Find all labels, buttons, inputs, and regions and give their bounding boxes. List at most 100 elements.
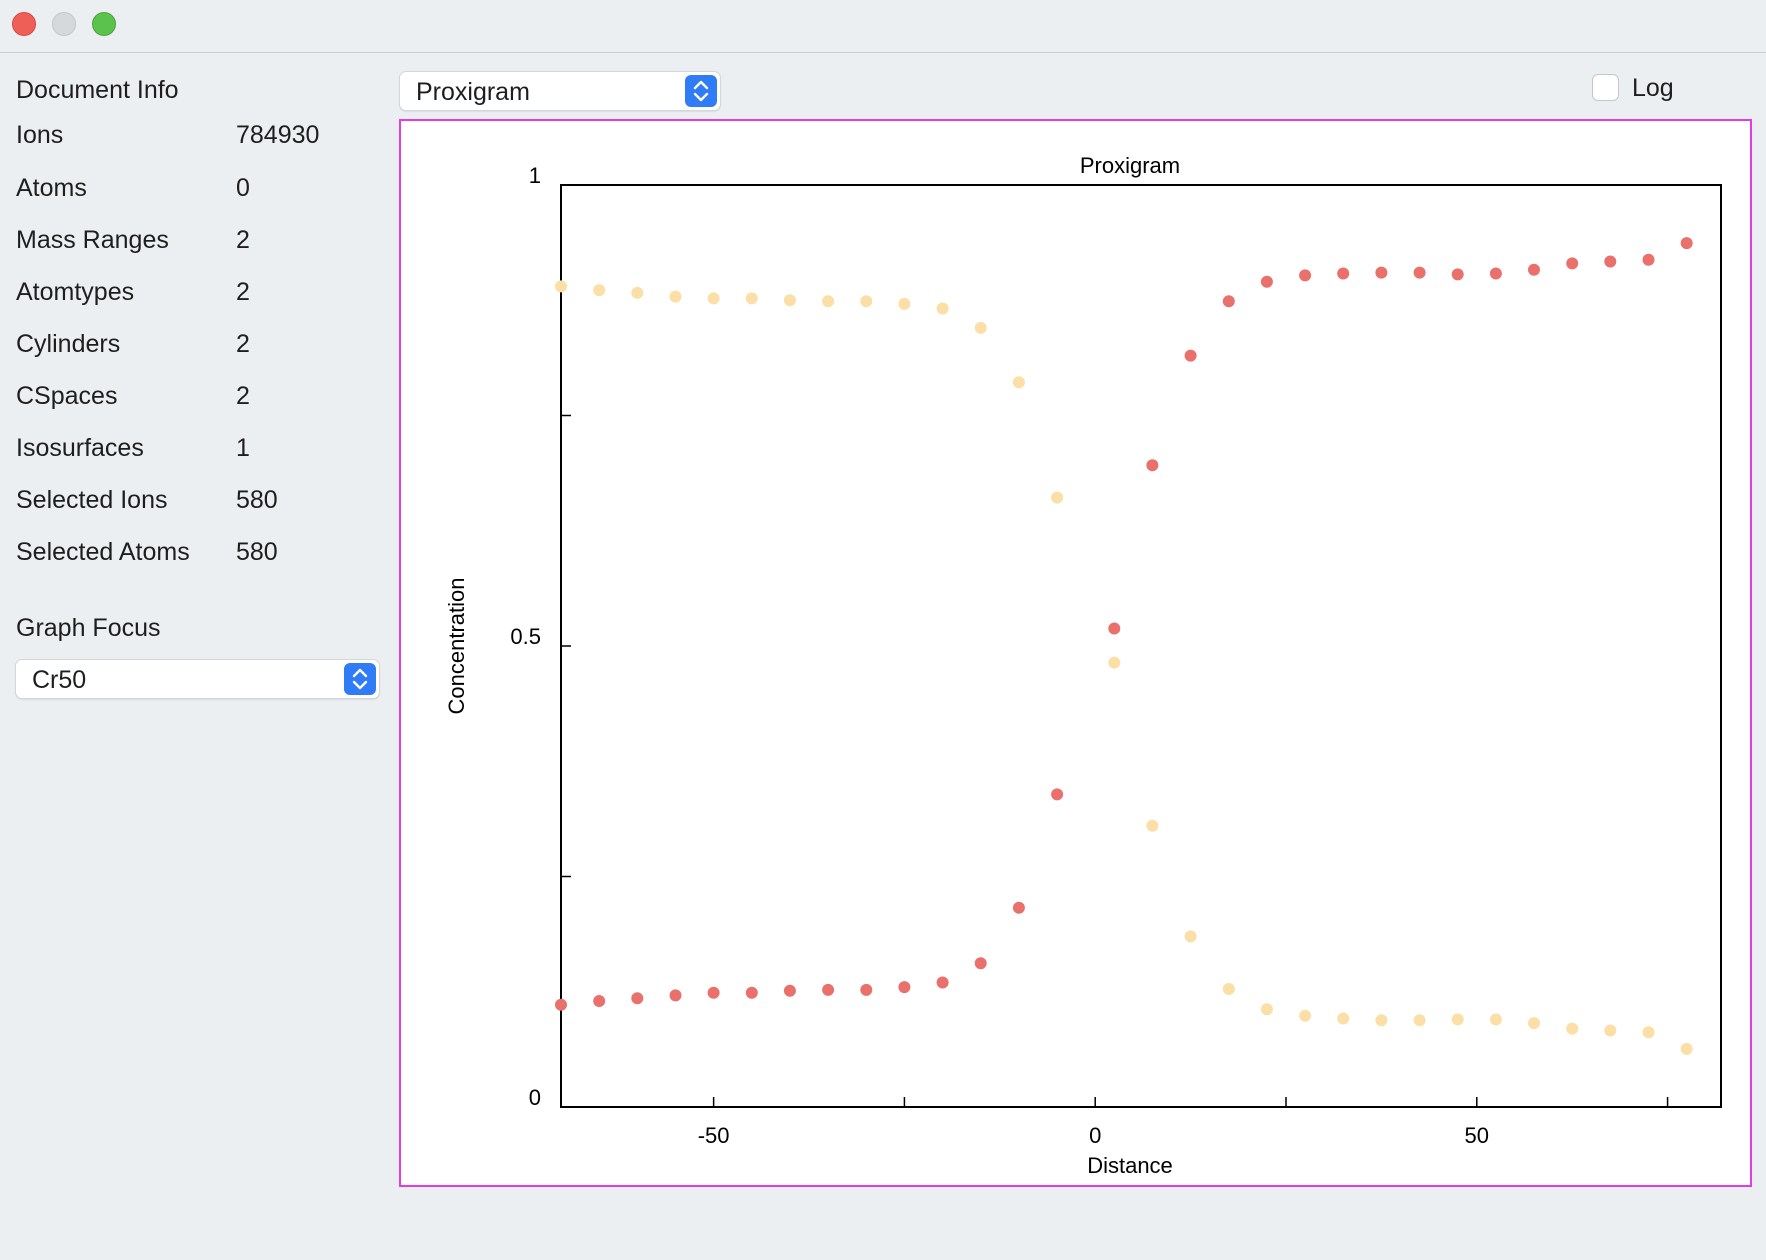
x-tick-label: 50 (1465, 1123, 1489, 1148)
info-value: 1 (236, 434, 250, 462)
info-row-cspaces: CSpaces 2 (16, 382, 376, 416)
series-2-point (1528, 1017, 1540, 1030)
series-1-point (783, 984, 796, 997)
series-2-point (974, 321, 987, 334)
series-1-point (1528, 263, 1540, 276)
graph-focus-title: Graph Focus (16, 614, 161, 642)
series-2-point (898, 297, 911, 310)
series-2-point (593, 284, 606, 297)
series-1-point (1604, 255, 1617, 268)
series-2-point (1051, 491, 1064, 504)
series-2-point (1413, 1014, 1426, 1027)
series-2-point (1375, 1014, 1388, 1027)
series-1-point (1146, 459, 1159, 472)
series-1-point (974, 957, 987, 970)
info-row-isosurfaces: Isosurfaces 1 (16, 434, 376, 468)
series-1-point (1051, 788, 1064, 801)
x-tick-label: 0 (1089, 1123, 1101, 1148)
chart-title: Proxigram (1080, 153, 1180, 178)
series-1-point (1566, 257, 1579, 270)
series-1-point (936, 976, 949, 989)
series-1-point (1108, 622, 1121, 635)
series-2-point (1642, 1026, 1655, 1039)
axis-ticks: -50 0 50 0 0.5 1 (510, 163, 1669, 1148)
x-axis-label: Distance (1087, 1153, 1173, 1178)
info-row-ions: Ions 784930 (16, 121, 376, 155)
series-2-point (783, 294, 796, 307)
sidebar: Document Info Ions 784930 Atoms 0 Mass R… (0, 54, 395, 1260)
series-2-point (745, 292, 758, 305)
series-2-point (1222, 983, 1235, 995)
plot-panel: Proxigram Distance Concentration -50 0 50 0… (399, 119, 1752, 1187)
series-2-point (555, 280, 567, 293)
series-1-point (555, 998, 567, 1011)
info-value: 2 (236, 382, 250, 410)
info-label: Atoms (16, 174, 87, 202)
series-1-point (669, 989, 682, 1002)
series-2-point (669, 290, 682, 303)
log-toggle[interactable]: Log (1592, 74, 1712, 104)
info-value: 580 (236, 538, 278, 566)
info-label: Cylinders (16, 330, 121, 358)
graph-type-select[interactable]: Proxigram (399, 71, 721, 111)
info-label: CSpaces (16, 382, 118, 410)
y-tick-label: 0 (529, 1085, 541, 1110)
info-label: Ions (16, 121, 64, 149)
info-value: 2 (236, 330, 250, 358)
document-info-title: Document Info (16, 76, 179, 104)
info-label: Selected Ions (16, 486, 168, 514)
y-tick-label: 1 (529, 163, 541, 188)
series-2-point (707, 292, 720, 305)
series-2-point (1489, 1013, 1502, 1026)
series-1-point (898, 981, 911, 994)
series-1-point (631, 992, 644, 1005)
series-1-point (1375, 266, 1388, 279)
graph-focus-value: Cr50 (32, 666, 87, 694)
info-row-atoms: Atoms 0 (16, 174, 376, 208)
plot-area-border (560, 184, 1722, 1108)
series-2-point (1108, 656, 1121, 669)
info-row-selected-ions: Selected Ions 580 (16, 486, 376, 520)
series-1-point (707, 986, 720, 999)
data-points (555, 237, 1693, 1055)
series-1-point (745, 986, 758, 999)
info-label: Isosurfaces (16, 434, 144, 462)
y-axis-label: Concentration (444, 578, 469, 715)
series-2-point (1184, 930, 1197, 943)
log-checkbox[interactable] (1592, 74, 1619, 101)
series-1-point (860, 983, 873, 996)
chevron-up-down-icon (685, 75, 717, 107)
close-window-button[interactable] (12, 12, 36, 36)
series-1-point (1642, 253, 1655, 266)
series-2-point (936, 302, 949, 315)
series-2-point (822, 295, 835, 308)
zoom-window-button[interactable] (92, 12, 116, 36)
series-2-point (1012, 376, 1025, 389)
series-2-point (1299, 1009, 1312, 1022)
series-1-point (1413, 266, 1426, 279)
series-2-point (1604, 1024, 1617, 1037)
series-1-point (1489, 267, 1502, 280)
proxigram-chart: Proxigram Distance Concentration -50 0 50 0… (444, 153, 1722, 1178)
series-1-point (1451, 268, 1464, 281)
title-bar (0, 0, 1766, 53)
series-1-point (1184, 349, 1197, 362)
graph-focus-select[interactable]: Cr50 (15, 659, 380, 699)
chevron-up-down-icon (344, 663, 376, 695)
series-2-point (1680, 1042, 1693, 1055)
series-1-point (1012, 901, 1025, 914)
info-label: Selected Atoms (16, 538, 190, 566)
info-value: 0 (236, 174, 250, 202)
y-tick-label: 0.5 (510, 624, 541, 649)
series-2-point (1451, 1013, 1464, 1026)
info-row-atomtypes: Atomtypes 2 (16, 278, 376, 312)
series-1-point (1337, 267, 1350, 280)
minimize-window-button[interactable] (52, 12, 76, 36)
series-1-point (1222, 295, 1235, 308)
series-1-point (1299, 269, 1312, 282)
info-row-cylinders: Cylinders 2 (16, 330, 376, 364)
series-1-point (1260, 275, 1273, 288)
series-1-point (593, 995, 606, 1007)
info-label: Mass Ranges (16, 226, 169, 254)
info-row-selected-atoms: Selected Atoms 580 (16, 538, 376, 572)
